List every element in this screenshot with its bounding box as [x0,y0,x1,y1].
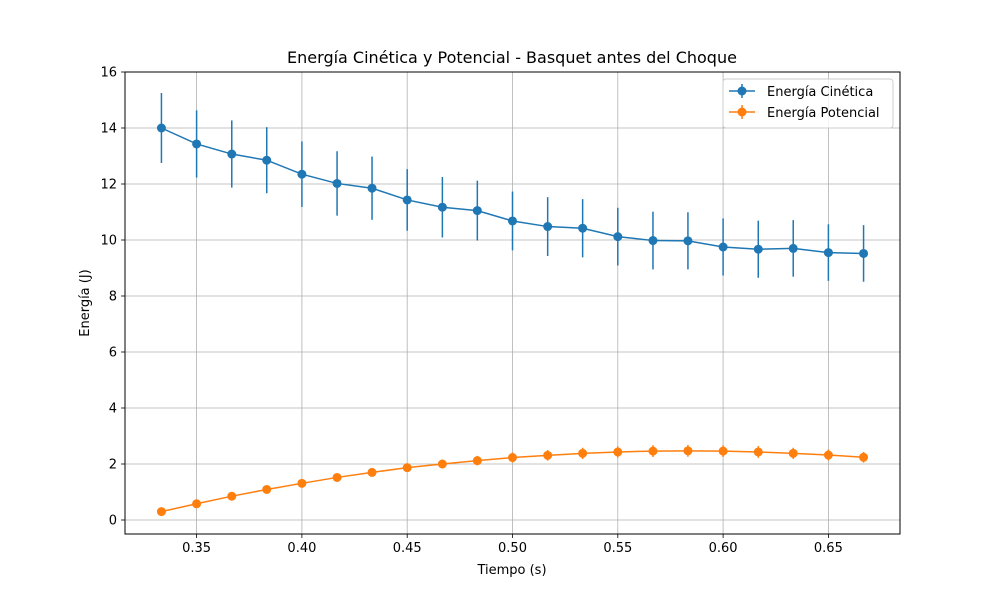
data-point [332,178,342,188]
legend-label-potential: Energía Potencial [767,106,880,121]
data-point [472,206,482,216]
data-point [227,491,237,501]
data-point [472,456,482,466]
data-point [823,248,833,258]
series-0 [156,93,869,282]
data-point [367,183,377,193]
y-tick-label: 16 [100,66,117,81]
x-tick-label: 0.35 [182,541,211,556]
legend-marker-kinetic [737,86,747,96]
data-point [718,446,728,456]
y-tick-label: 12 [100,178,117,193]
chart-title: Energía Cinética y Potencial - Basquet a… [287,48,737,67]
data-point [262,484,272,494]
y-tick-label: 8 [109,290,117,305]
data-point [367,467,377,477]
data-point [156,507,166,517]
series-layer [156,93,869,517]
y-tick-label: 0 [109,514,117,529]
data-point [543,222,553,232]
data-point [297,478,307,488]
x-tick-label: 0.50 [498,541,527,556]
y-tick-label: 2 [109,458,117,473]
data-point [437,459,447,469]
data-point [402,195,412,205]
data-point [683,236,693,246]
data-point [648,446,658,456]
data-point [227,149,237,159]
data-point [543,450,553,460]
x-tick-label: 0.60 [709,541,738,556]
x-tick-label: 0.55 [603,541,632,556]
x-tick-label: 0.65 [814,541,843,556]
legend-label-kinetic: Energía Cinética [767,85,873,100]
data-point [683,446,693,456]
data-point [402,463,412,473]
axis-ticks: 0.35 0.40 0.45 0.50 0.55 0.60 0.65 0 2 4 6 8 10 12 14 1… [100,66,842,557]
data-point [508,453,517,463]
data-point [508,216,517,226]
data-point [578,448,588,458]
data-point [788,243,798,253]
data-point [156,123,166,133]
legend-marker-potential [737,107,747,117]
data-point [297,169,307,179]
grid [125,71,900,534]
data-point [262,155,272,165]
data-point [192,499,202,509]
data-point [823,450,833,460]
data-point [613,447,623,457]
data-point [718,242,728,252]
data-point [192,139,202,149]
x-axis-label: Tiempo (s) [476,563,546,578]
data-point [859,452,869,462]
data-point [437,202,447,212]
data-point [648,236,658,246]
data-point [332,472,342,482]
x-tick-label: 0.45 [393,541,422,556]
data-point [578,223,588,233]
data-point [859,248,869,258]
data-point [753,244,763,254]
data-point [613,232,623,242]
y-axis-label: Energía (J) [78,269,93,337]
legend-box [722,78,894,129]
y-tick-label: 10 [100,234,117,249]
data-point [788,448,798,458]
y-tick-label: 6 [109,346,117,361]
y-tick-label: 14 [100,122,117,137]
data-point [753,447,763,457]
legend: Energía Cinética Energía Potencial [722,78,894,129]
series-1 [156,444,869,517]
y-tick-label: 4 [109,402,117,417]
x-tick-label: 0.40 [287,541,316,556]
